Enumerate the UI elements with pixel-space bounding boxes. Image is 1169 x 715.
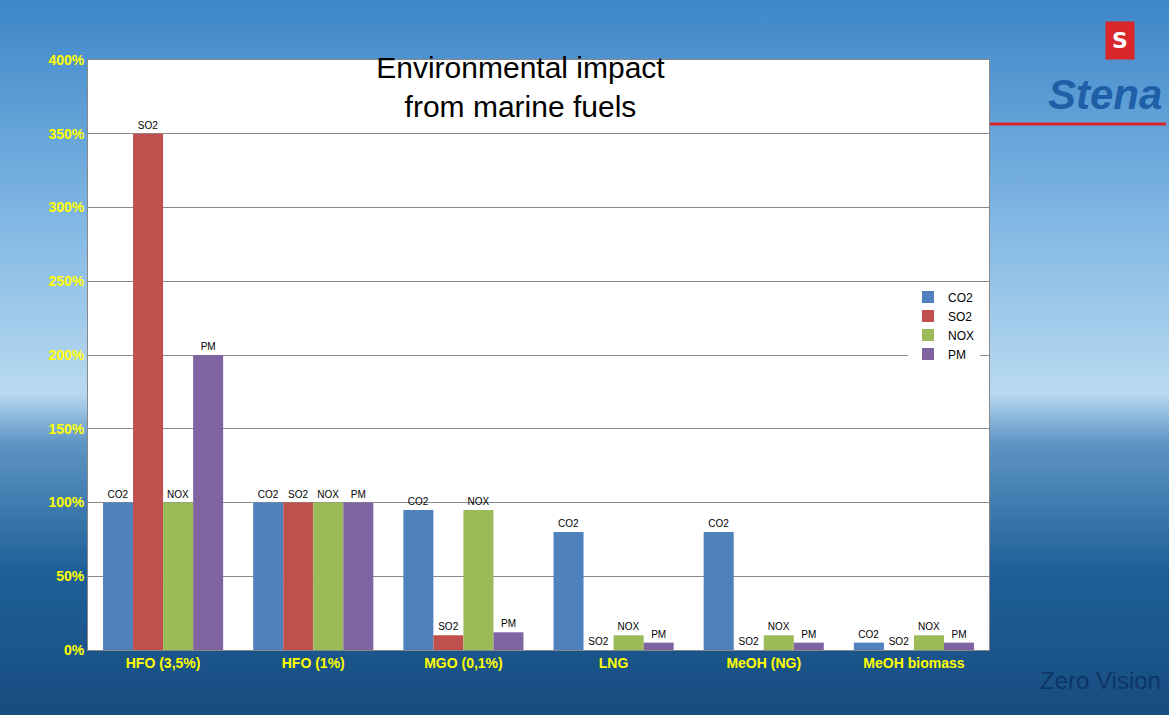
svg-text:CO2: CO2: [258, 489, 279, 500]
svg-text:HFO (1%): HFO (1%): [282, 655, 345, 671]
svg-text:NOX: NOX: [768, 621, 790, 632]
svg-text:CO2: CO2: [408, 496, 429, 507]
svg-text:CO2: CO2: [708, 518, 729, 529]
svg-text:MeOH (NG): MeOH (NG): [726, 655, 801, 671]
svg-text:PM: PM: [501, 618, 516, 629]
svg-text:NOX: NOX: [467, 496, 489, 507]
svg-text:50%: 50%: [56, 568, 85, 584]
svg-text:MGO (0,1%): MGO (0,1%): [424, 655, 503, 671]
svg-text:S: S: [1112, 28, 1128, 53]
svg-text:CO2: CO2: [558, 518, 579, 529]
svg-text:PM: PM: [201, 341, 216, 352]
svg-text:NOX: NOX: [918, 621, 940, 632]
svg-text:Zero Vision: Zero Vision: [1040, 667, 1161, 694]
svg-text:SO2: SO2: [739, 636, 759, 647]
svg-text:NOX: NOX: [618, 621, 640, 632]
svg-text:PM: PM: [948, 348, 966, 362]
svg-text:Stena: Stena: [1048, 71, 1162, 118]
svg-text:PM: PM: [951, 629, 966, 640]
svg-text:LNG: LNG: [599, 655, 629, 671]
svg-text:Environmental impactfrom marin: Environmental impactfrom marine fuels: [376, 51, 665, 123]
svg-text:PM: PM: [651, 629, 666, 640]
svg-text:CO2: CO2: [108, 489, 129, 500]
svg-text:NOX: NOX: [167, 489, 189, 500]
svg-text:300%: 300%: [48, 199, 84, 215]
svg-text:SO2: SO2: [948, 310, 972, 324]
svg-text:150%: 150%: [48, 421, 84, 437]
svg-text:NOX: NOX: [948, 329, 974, 343]
svg-text:400%: 400%: [48, 52, 84, 68]
svg-text:SO2: SO2: [138, 120, 158, 131]
svg-text:SO2: SO2: [889, 636, 909, 647]
svg-text:PM: PM: [801, 629, 816, 640]
svg-text:NOX: NOX: [317, 489, 339, 500]
svg-text:100%: 100%: [48, 494, 84, 510]
svg-text:200%: 200%: [48, 347, 84, 363]
svg-text:HFO (3,5%): HFO (3,5%): [126, 655, 201, 671]
svg-text:SO2: SO2: [288, 489, 308, 500]
svg-text:250%: 250%: [48, 273, 84, 289]
svg-text:350%: 350%: [48, 126, 84, 142]
svg-text:PM: PM: [351, 489, 366, 500]
svg-text:MeOH biomass: MeOH biomass: [863, 655, 964, 671]
svg-text:SO2: SO2: [438, 621, 458, 632]
svg-text:SO2: SO2: [588, 636, 608, 647]
svg-text:CO2: CO2: [948, 291, 973, 305]
svg-text:CO2: CO2: [858, 629, 879, 640]
svg-text:0%: 0%: [64, 642, 85, 658]
